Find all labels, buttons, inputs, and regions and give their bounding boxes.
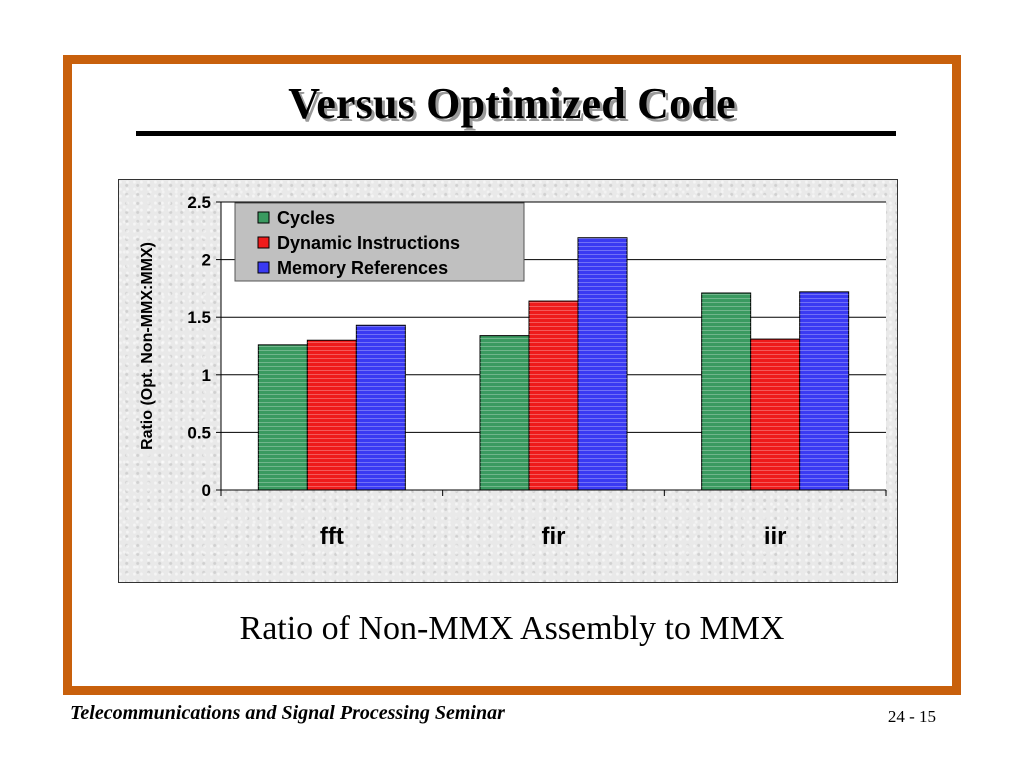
y-tick-label: 2.5 xyxy=(187,193,211,212)
bar-texture xyxy=(701,293,751,490)
y-axis-label: Ratio (Opt. Non-MMX:MMX) xyxy=(139,242,156,450)
bar-texture xyxy=(356,325,406,490)
bar-texture xyxy=(480,335,529,490)
legend-swatch-1 xyxy=(257,236,270,249)
legend-label-2: Memory References xyxy=(277,258,448,278)
chart-caption: Ratio of Non-MMX Assembly to MMX xyxy=(239,610,785,647)
legend-label-1: Dynamic Instructions xyxy=(277,233,460,253)
x-tick-label-fft: fft xyxy=(320,523,344,550)
y-tick-label: 0 xyxy=(202,481,211,500)
bar-texture xyxy=(750,339,800,490)
x-tick-label-iir: iir xyxy=(764,523,787,550)
legend-label-0: Cycles xyxy=(277,208,335,228)
y-tick-label: 2 xyxy=(202,251,211,270)
x-tick-label-fir: fir xyxy=(542,523,566,550)
bar-texture xyxy=(529,301,578,490)
slide-number: 24 - 15 xyxy=(887,707,936,726)
title-underline xyxy=(136,131,896,136)
legend-swatch-2 xyxy=(257,261,270,274)
legend-box xyxy=(234,202,525,282)
legend-swatch-0 xyxy=(257,211,270,224)
slide-title: Versus Optimized Code xyxy=(288,79,736,128)
y-tick-label: 0.5 xyxy=(187,423,211,442)
bar-texture xyxy=(258,344,308,490)
bar-chart: 0 0.5 1 1.5 2 2.5 fft fir iir Cycles Dynamic Inst… xyxy=(139,193,887,550)
y-tick-label: 1 xyxy=(202,366,211,385)
bar-texture xyxy=(578,237,627,490)
footer-seminar-name: Telecommunications and Signal Processing… xyxy=(70,702,505,724)
bar-texture xyxy=(799,291,849,490)
y-tick-label: 1.5 xyxy=(187,308,211,327)
bar-texture xyxy=(307,340,357,490)
